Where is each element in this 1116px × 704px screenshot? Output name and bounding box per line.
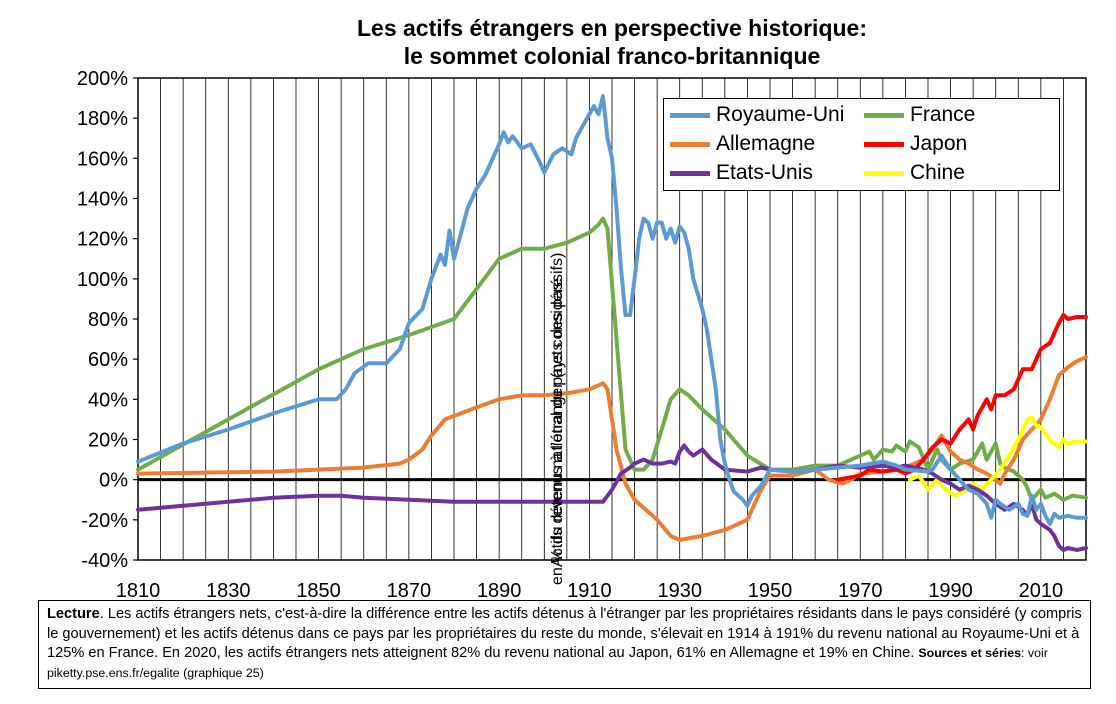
x-tick-label: 1850: [296, 580, 341, 600]
y-tick-label: 100%: [77, 269, 128, 291]
y-axis-label-line-2: en % du revenu national du pays considér…: [549, 278, 566, 585]
legend-label-etats-unis: Etats-Unis: [716, 161, 813, 184]
y-tick-label: 140%: [77, 189, 128, 211]
x-tick-label: 1830: [206, 580, 251, 600]
legend-item-allemagne: Allemagne: [670, 130, 815, 158]
y-tick-label: 80%: [88, 309, 128, 331]
series-line-royaume-uni: [136, 94, 1088, 526]
x-tick-label: 1870: [387, 580, 432, 600]
legend-label-royaume-uni: Royaume-Uni: [716, 103, 845, 126]
legend-label-japon: Japon: [910, 132, 968, 155]
chart-title-line-2: le sommet colonial franco-britannique: [403, 43, 821, 69]
y-tick-label: 160%: [77, 148, 128, 170]
y-tick-label: 40%: [88, 389, 128, 411]
series-line-japon: [835, 313, 1088, 482]
series-line-chine: [907, 415, 1088, 498]
y-tick-label: 0%: [99, 470, 128, 492]
legend-swatch-royaume-uni: [670, 112, 710, 118]
x-tick-label: 1950: [748, 580, 793, 600]
legend-swatch-france: [864, 112, 904, 118]
y-tick-label: -40%: [81, 550, 128, 572]
note-source: Sources et séries: voir piketty.pse.ens.…: [47, 646, 1048, 680]
x-tick-label: 1990: [928, 580, 973, 600]
x-tick-label: 1930: [657, 580, 702, 600]
x-tick-label: 1890: [477, 580, 522, 600]
x-tick-label: 2010: [1019, 580, 1064, 600]
note-lead: Lecture: [47, 606, 100, 622]
legend-item-japon: Japon: [864, 130, 967, 158]
legend-swatch-chine: [864, 170, 904, 176]
chart-title-line-1: Les actifs étrangers en perspective hist…: [356, 15, 867, 41]
legend-label-allemagne: Allemagne: [716, 132, 816, 155]
y-tick-label: 120%: [77, 229, 128, 251]
y-tick-label: 180%: [77, 108, 128, 130]
note-text: . Les actifs étrangers nets, c'est-à-dir…: [47, 606, 1082, 661]
legend-label-france: France: [910, 103, 976, 126]
legend-item-chine: Chine: [864, 159, 965, 187]
chart-legend: Royaume-Uni France Allemagne Japon Etats…: [663, 98, 1060, 191]
note-source-text: : voir piketty.pse.ens.fr/egalite (graph…: [47, 646, 1048, 680]
reading-note: Lecture. Les actifs étrangers nets, c'es…: [38, 600, 1091, 689]
legend-item-royaume-uni: Royaume-Uni: [670, 101, 844, 129]
x-tick-label: 1810: [116, 580, 161, 600]
chart-title: Les actifs étrangers en perspective hist…: [138, 14, 1086, 70]
y-tick-label: 200%: [77, 68, 128, 90]
legend-item-etats-unis: Etats-Unis: [670, 159, 813, 187]
y-tick-label: -20%: [81, 510, 128, 532]
x-tick-label: 1910: [567, 580, 612, 600]
legend-label-chine: Chine: [910, 161, 965, 184]
line-chart: -40% -20% 0% 20% 40% 60% 80% 100% 120% 140% 160% 18…: [77, 68, 1088, 600]
y-tick-label: 60%: [88, 349, 128, 371]
x-tick-label: 1970: [838, 580, 883, 600]
legend-item-france: France: [864, 101, 975, 129]
note-source-lead: Sources et séries: [918, 646, 1021, 660]
legend-swatch-allemagne: [670, 141, 710, 147]
y-tick-label: 20%: [88, 430, 128, 452]
series-line-allemagne: [136, 355, 1088, 542]
legend-swatch-etats-unis: [670, 170, 710, 176]
legend-swatch-japon: [864, 141, 904, 147]
